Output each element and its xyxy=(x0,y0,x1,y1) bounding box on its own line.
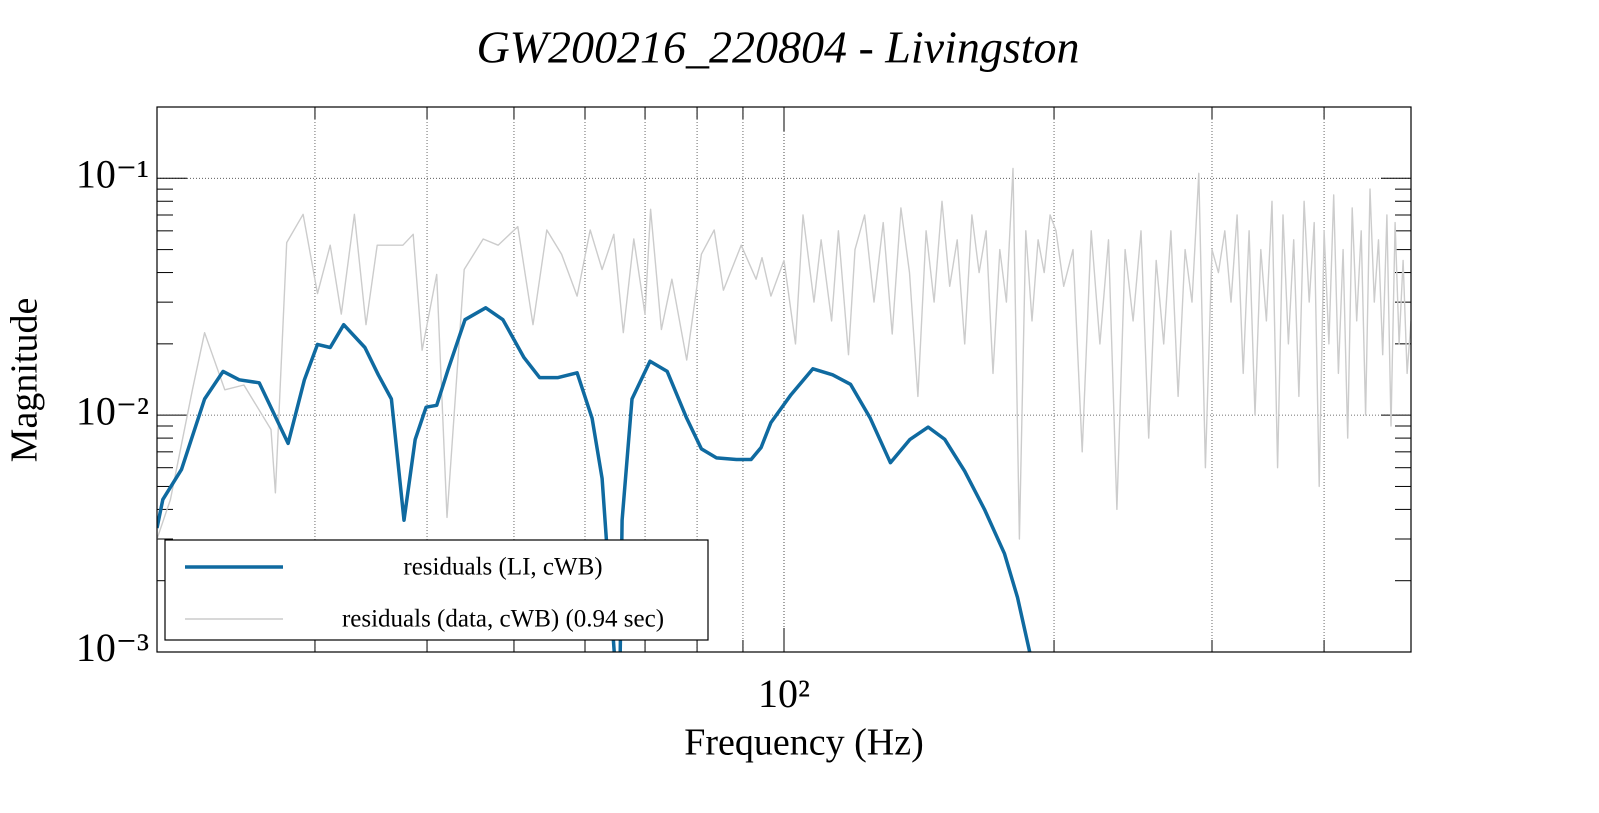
plot-area xyxy=(157,167,1411,652)
plot-frame xyxy=(156,106,1412,653)
series-line xyxy=(157,306,1032,652)
legend-label: residuals (data, cWB) (0.94 sec) xyxy=(342,606,664,633)
x-tick-label: 10² xyxy=(758,671,810,716)
series-line xyxy=(157,167,1411,540)
legend-label: residuals (LI, cWB) xyxy=(403,554,602,581)
legend-box xyxy=(164,539,709,641)
y-axis-label: Magnitude xyxy=(4,298,46,463)
y-tick-label: 10⁻¹ xyxy=(76,151,149,196)
y-tick-label: 10⁻² xyxy=(76,388,149,433)
x-axis-label: Frequency (Hz) xyxy=(684,722,924,764)
y-tick-label: 10⁻³ xyxy=(76,625,149,670)
chart-title: GW200216_220804 - Livingston xyxy=(476,22,1079,73)
